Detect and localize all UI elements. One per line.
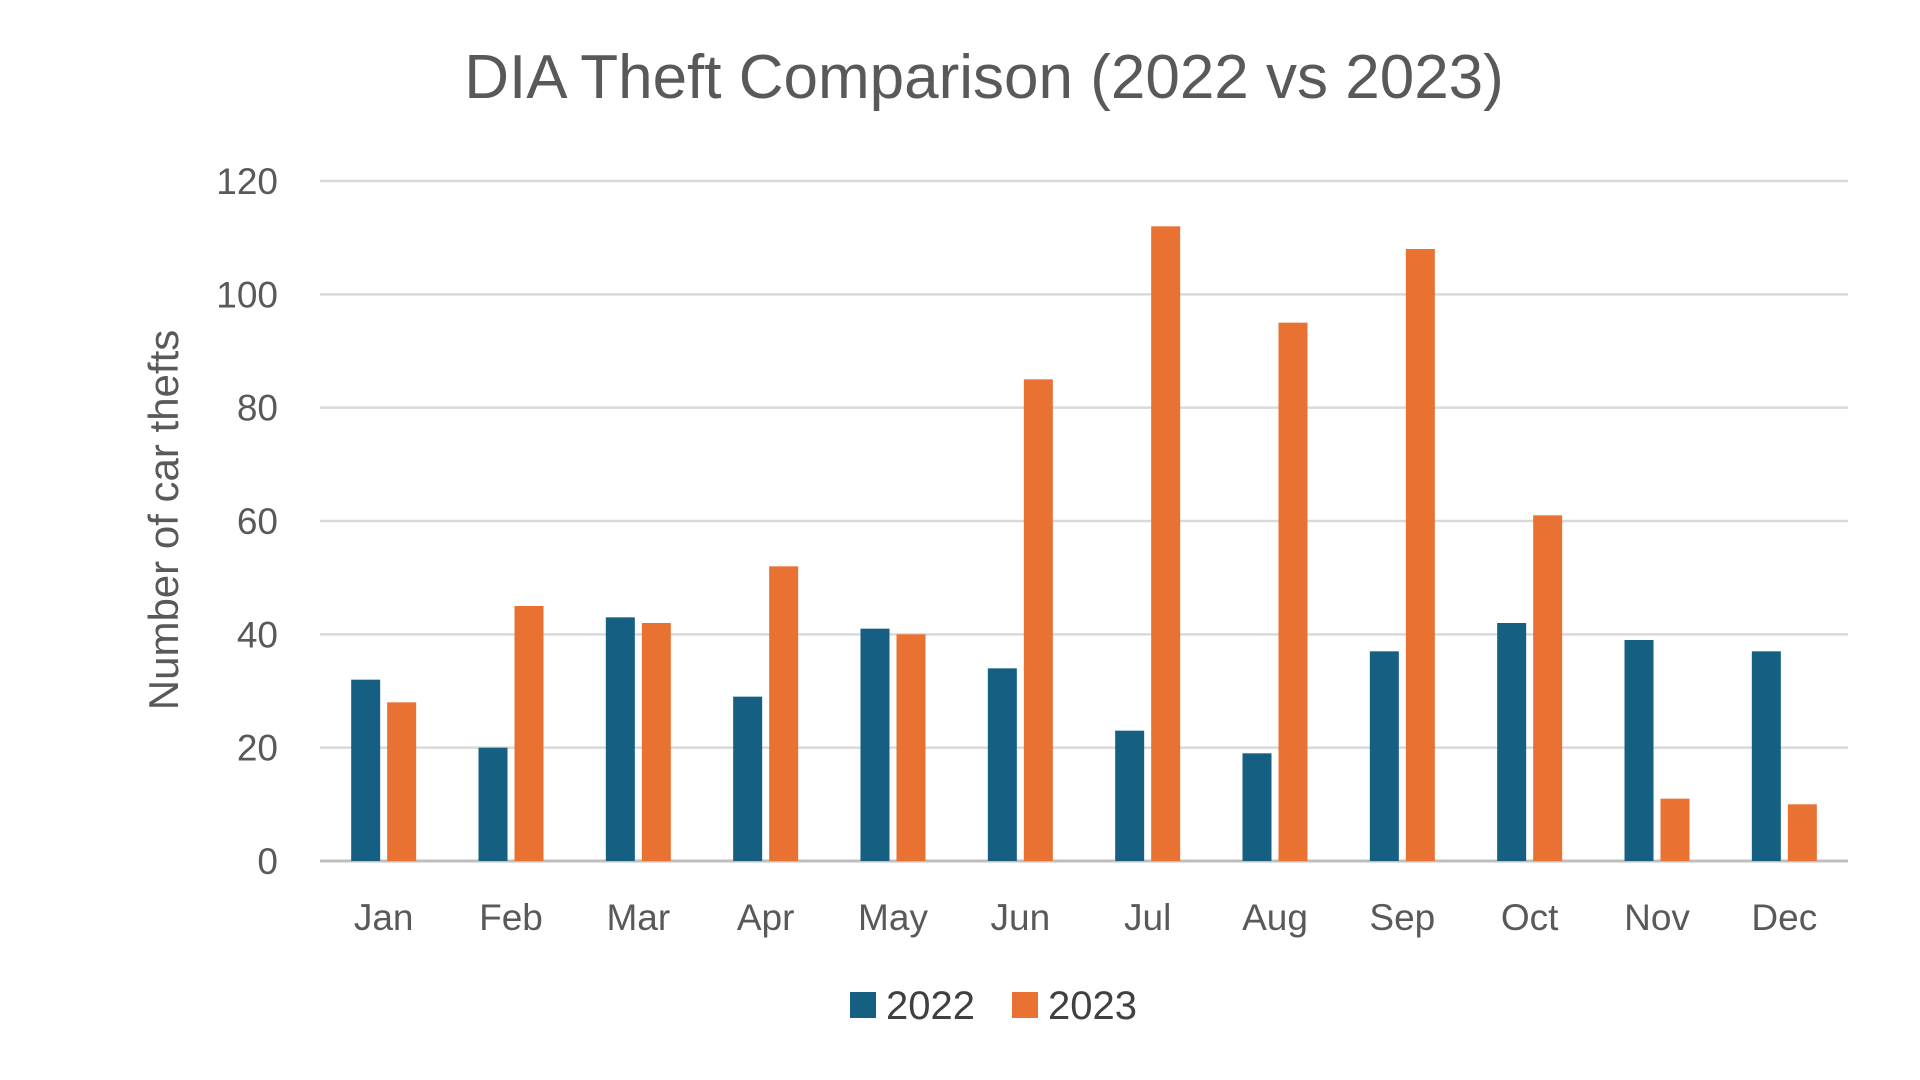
- x-tick-label: May: [858, 897, 928, 938]
- y-tick-label: 40: [237, 614, 278, 655]
- bars: [351, 226, 1817, 862]
- y-tick-label: 20: [237, 728, 278, 769]
- y-tick-label: 0: [257, 841, 278, 882]
- gridlines: [320, 179, 1848, 863]
- y-axis-title: Number of car thefts: [140, 330, 187, 710]
- bar-2023-apr: [769, 566, 799, 861]
- x-tick-label: Jan: [354, 897, 414, 938]
- bar-2022-nov: [1624, 640, 1654, 861]
- x-tick-label: Jul: [1124, 897, 1171, 938]
- bar-2023-feb: [514, 606, 544, 861]
- legend-swatch-2022: [850, 992, 876, 1018]
- bar-2022-oct: [1497, 623, 1527, 861]
- bar-2023-jan: [387, 702, 417, 861]
- chart-title: DIA Theft Comparison (2022 vs 2023): [464, 43, 1504, 112]
- x-tick-label: Apr: [737, 897, 795, 938]
- bar-2023-nov: [1660, 798, 1690, 861]
- bar-2023-sep: [1405, 249, 1435, 861]
- bar-2022-sep: [1369, 651, 1399, 861]
- y-tick-label: 100: [216, 274, 278, 315]
- legend-label-2023: 2023: [1048, 984, 1137, 1028]
- x-tick-label: Mar: [606, 897, 670, 938]
- x-tick-label: Nov: [1624, 897, 1690, 938]
- bar-2022-jun: [987, 668, 1017, 861]
- y-axis-ticks: 0 20 40 60 80 100 120: [216, 161, 278, 882]
- x-tick-label: Dec: [1751, 897, 1817, 938]
- x-tick-label: Feb: [479, 897, 543, 938]
- bar-2022-jul: [1115, 730, 1145, 861]
- bar-2023-oct: [1533, 515, 1563, 861]
- bar-2022-may: [860, 628, 890, 861]
- x-tick-label: Jun: [991, 897, 1051, 938]
- x-axis-ticks: Jan Feb Mar Apr May Jun Jul Aug Sep Oct Nov Dec: [354, 897, 1817, 938]
- legend: 2022 2023: [850, 984, 1137, 1028]
- bar-2022-apr: [733, 696, 763, 861]
- bar-2023-jul: [1151, 226, 1181, 862]
- x-tick-label: Oct: [1501, 897, 1559, 938]
- legend-swatch-2023: [1012, 992, 1038, 1018]
- bar-2023-may: [896, 634, 926, 861]
- bar-2022-dec: [1751, 651, 1781, 861]
- bar-2023-jun: [1023, 379, 1053, 861]
- y-tick-label: 60: [237, 501, 278, 542]
- bar-2022-mar: [605, 617, 635, 861]
- bar-2022-feb: [478, 747, 508, 861]
- y-tick-label: 80: [237, 388, 278, 429]
- bar-2023-mar: [641, 623, 671, 861]
- bar-2022-jan: [351, 679, 381, 861]
- bar-2023-dec: [1787, 804, 1817, 861]
- x-tick-label: Aug: [1242, 897, 1308, 938]
- bar-2022-aug: [1242, 753, 1272, 861]
- y-tick-label: 120: [216, 161, 278, 202]
- x-tick-label: Sep: [1369, 897, 1435, 938]
- bar-2023-aug: [1278, 322, 1308, 862]
- legend-label-2022: 2022: [886, 984, 975, 1028]
